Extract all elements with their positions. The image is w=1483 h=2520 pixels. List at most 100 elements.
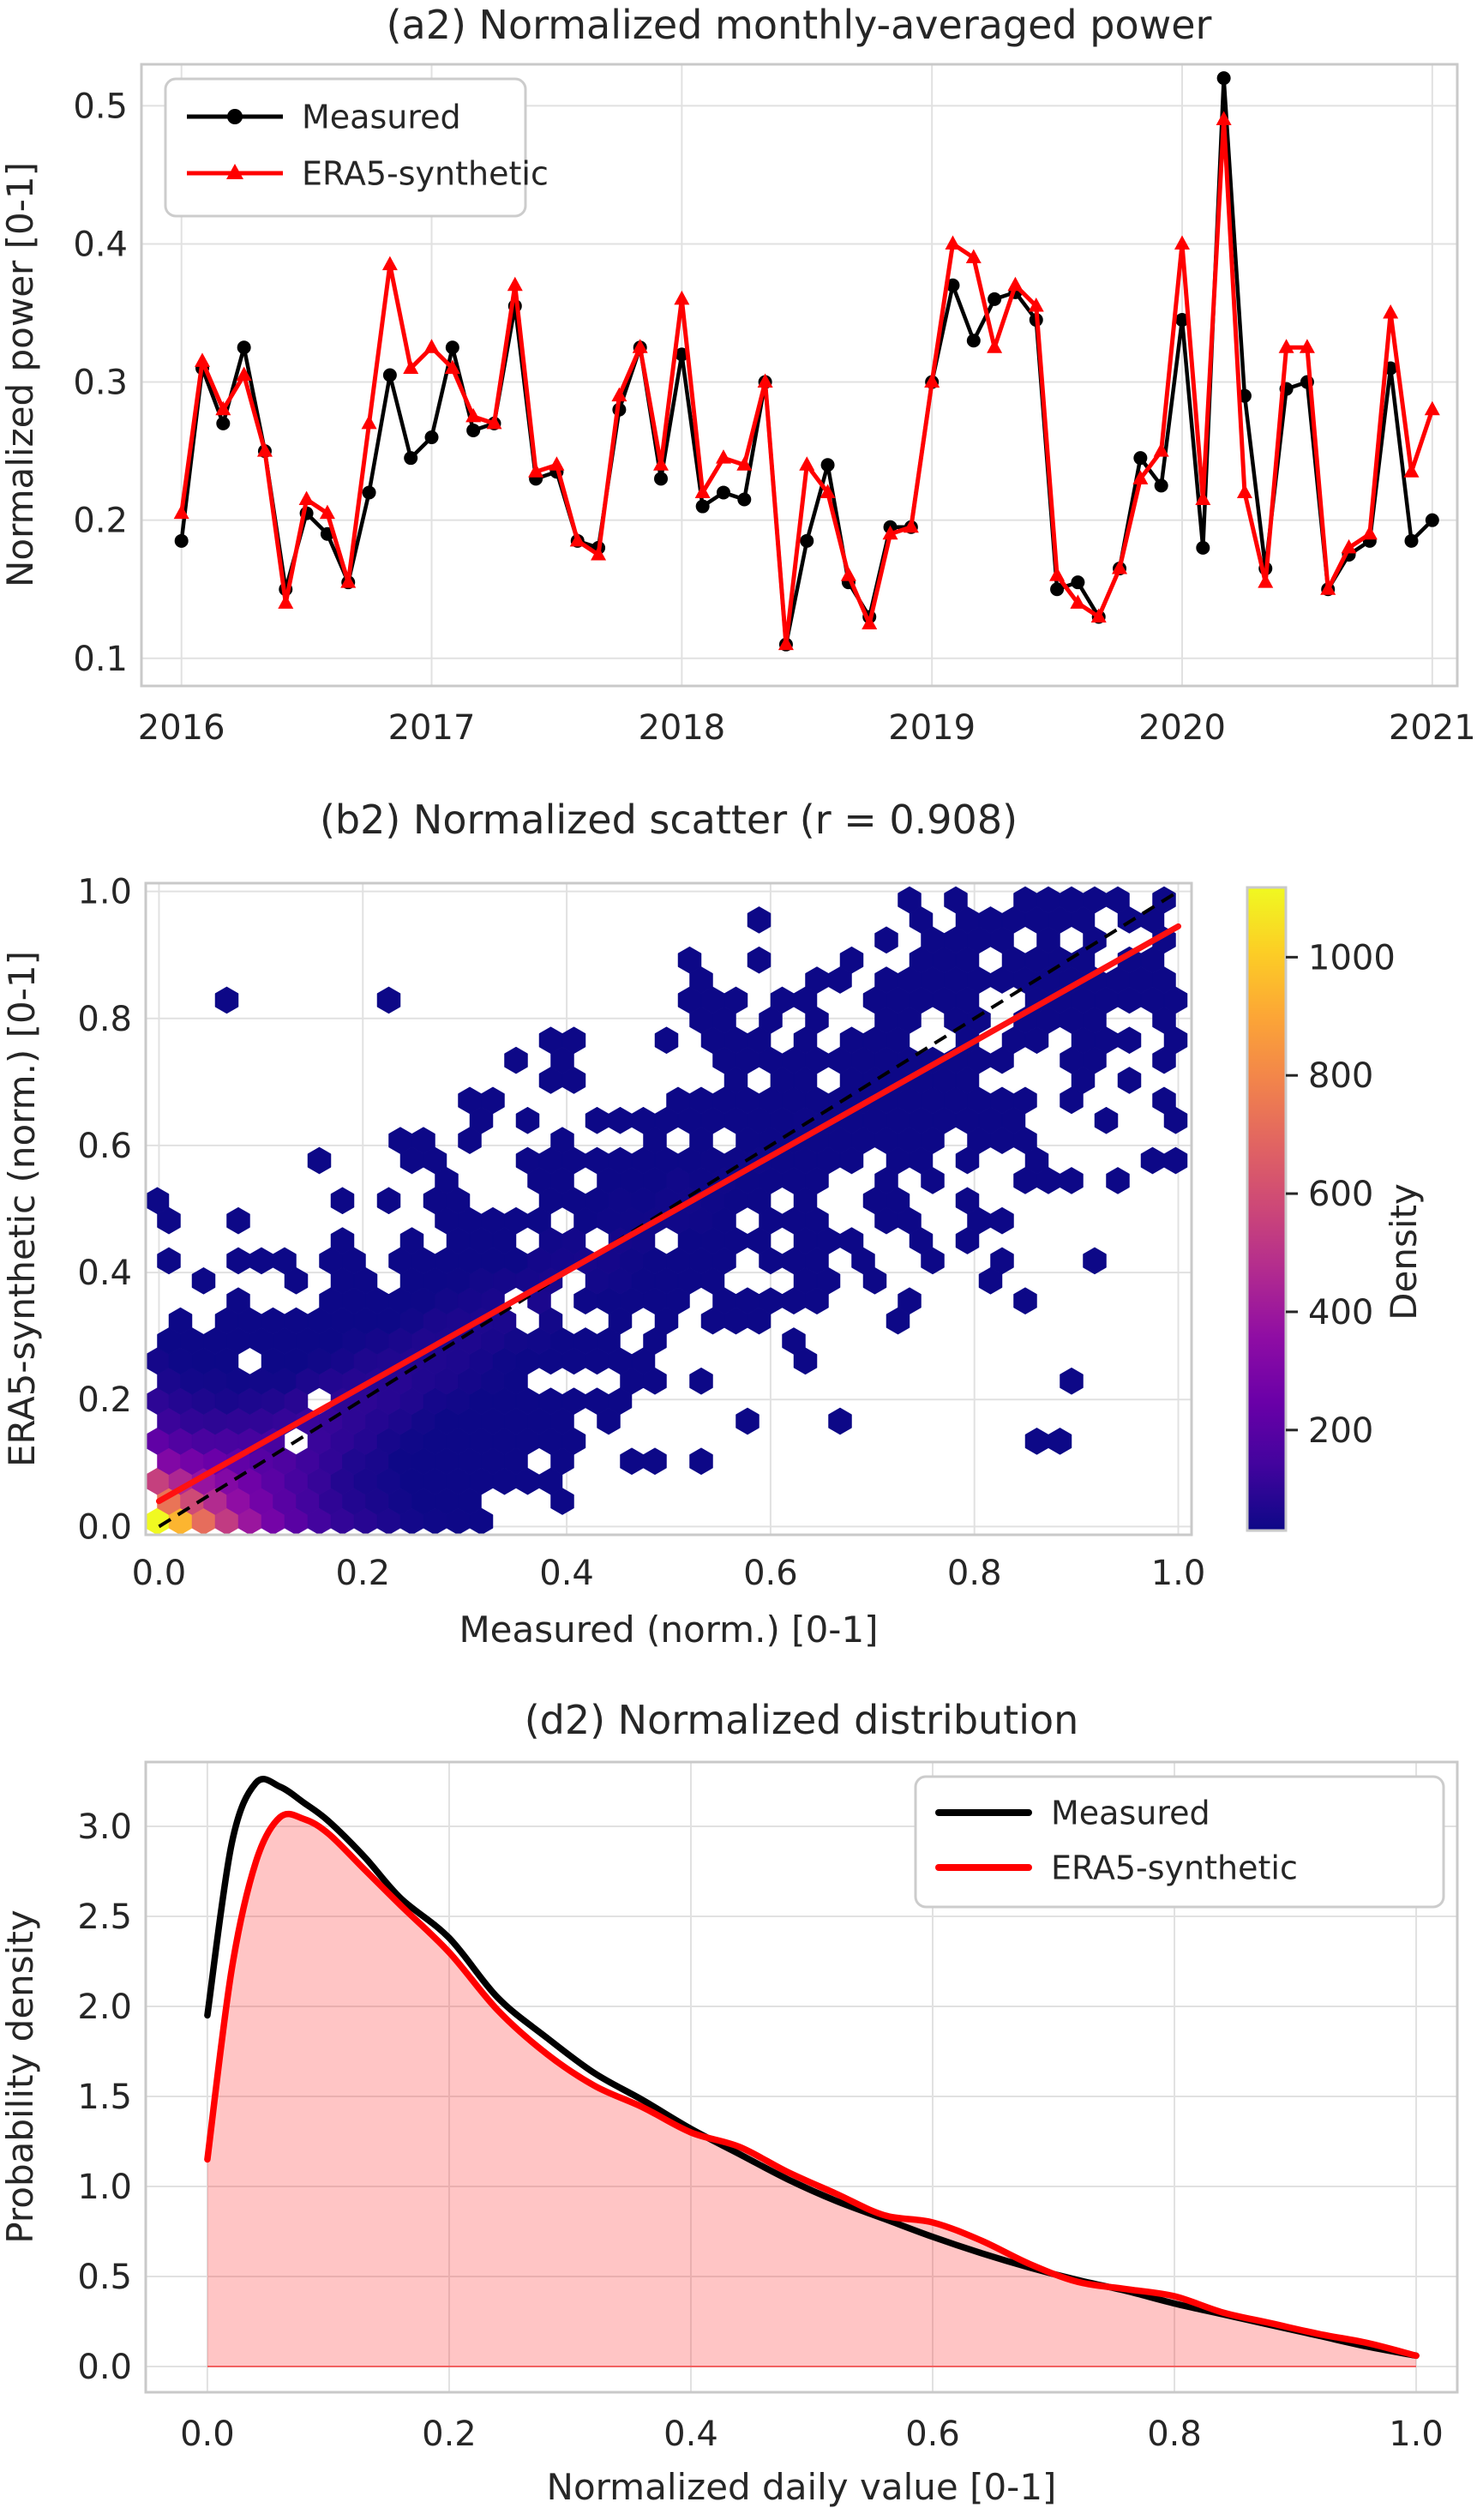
hexbin-cell bbox=[561, 1026, 586, 1055]
marker-circle bbox=[362, 485, 376, 500]
marker-circle bbox=[1196, 540, 1210, 555]
marker-circle bbox=[675, 347, 689, 362]
hexbin-cell bbox=[504, 1046, 528, 1074]
marker-triangle bbox=[486, 414, 502, 430]
x-tick-label: 0.2 bbox=[422, 2415, 477, 2454]
hexbin-cell bbox=[330, 1187, 355, 1215]
marker-triangle bbox=[340, 574, 357, 588]
marker-triangle bbox=[611, 387, 627, 402]
kde-curve-era5 bbox=[204, 1810, 1420, 2360]
hexbin-cell bbox=[828, 1407, 852, 1435]
a2-legend-marker-circle bbox=[227, 109, 243, 124]
x-tick-label: 0.0 bbox=[132, 1554, 187, 1593]
marker-triangle bbox=[1299, 339, 1315, 353]
marker-triangle bbox=[1090, 608, 1107, 622]
y-tick-label: 1.0 bbox=[77, 873, 132, 912]
hexbin-cell bbox=[191, 1266, 216, 1295]
hexbin-cell bbox=[1117, 1067, 1142, 1094]
d2-plot-area bbox=[204, 1776, 1420, 2367]
marker-circle bbox=[820, 458, 835, 472]
marker-circle bbox=[695, 499, 710, 514]
b2-colorbar: 200 400 600 800 1000 bbox=[1246, 886, 1396, 1532]
colorbar-tick-label: 400 bbox=[1308, 1293, 1373, 1332]
y-tick-label: 0.3 bbox=[73, 364, 128, 403]
marker-circle bbox=[404, 451, 418, 466]
x-tick-label: 0.4 bbox=[539, 1554, 594, 1593]
colorbar-tick-label: 1000 bbox=[1308, 938, 1396, 977]
marker-triangle bbox=[799, 456, 815, 471]
panel-d2: (d2) Normalized distribution Normalized … bbox=[0, 1681, 1483, 2520]
hexbin-cell bbox=[1048, 1428, 1072, 1455]
a2-axes bbox=[140, 63, 1459, 688]
marker-circle bbox=[800, 533, 814, 548]
y-tick-label: 0.6 bbox=[77, 1127, 132, 1166]
marker-triangle bbox=[569, 532, 585, 547]
hexbin-cell bbox=[944, 886, 968, 914]
y-tick-label: 0.4 bbox=[77, 1254, 132, 1293]
hexbin-cell bbox=[307, 1146, 332, 1175]
d2-title: (d2) Normalized distribution bbox=[525, 1697, 1079, 1743]
hexbin-cell bbox=[1106, 1167, 1130, 1194]
marker-triangle bbox=[1216, 111, 1232, 125]
marker-triangle bbox=[361, 414, 377, 430]
x-tick-label: 2018 bbox=[638, 708, 725, 748]
x-tick-label: 0.0 bbox=[180, 2415, 235, 2454]
b2-axes bbox=[144, 881, 1193, 1537]
marker-circle bbox=[737, 492, 752, 507]
marker-triangle bbox=[591, 545, 607, 561]
axes-spines bbox=[144, 881, 1193, 1537]
marker-triangle bbox=[965, 249, 982, 264]
d2-x-axis-label: Normalized daily value [0-1] bbox=[547, 2466, 1057, 2508]
chart-b2-hexbin-plot: (b2) Normalized scatter (r = 0.908) Meas… bbox=[1, 797, 1425, 1651]
axes-spines bbox=[140, 63, 1459, 688]
marker-triangle bbox=[444, 359, 460, 374]
hexbin-cell bbox=[1024, 1428, 1049, 1455]
colorbar-tick-label: 800 bbox=[1308, 1056, 1373, 1096]
marker-triangle bbox=[1028, 297, 1044, 312]
hexbin-cell bbox=[990, 1247, 1014, 1275]
y-tick-label: 0.0 bbox=[77, 1507, 132, 1547]
y-tick-label: 0.0 bbox=[77, 2348, 132, 2387]
x-tick-label: 2019 bbox=[888, 708, 976, 748]
marker-triangle bbox=[840, 567, 856, 581]
x-tick-label: 0.6 bbox=[905, 2415, 960, 2454]
hexbin-cell bbox=[1152, 1086, 1176, 1115]
marker-circle bbox=[382, 368, 397, 382]
b2-colorbar-label: Density bbox=[1383, 1183, 1425, 1320]
marker-triangle bbox=[1424, 400, 1440, 416]
a2-title: (a2) Normalized monthly-averaged power bbox=[387, 2, 1212, 48]
marker-triangle bbox=[632, 339, 648, 353]
marker-triangle bbox=[757, 373, 773, 388]
hexbin-cell bbox=[1060, 1367, 1084, 1395]
y-tick-label: 2.0 bbox=[77, 1988, 132, 2027]
hexbin-cell bbox=[330, 1227, 355, 1254]
marker-triangle bbox=[1361, 525, 1378, 540]
marker-triangle bbox=[1132, 470, 1149, 484]
marker-triangle bbox=[1195, 490, 1211, 505]
hexbin-cell bbox=[677, 946, 702, 974]
kde-fill-era5 bbox=[207, 1813, 1417, 2367]
hexbin-cell bbox=[643, 1447, 667, 1476]
hexbin-cell bbox=[1140, 1146, 1165, 1175]
colorbar-tick-label: 200 bbox=[1308, 1411, 1373, 1451]
hexbin-cell bbox=[654, 1026, 679, 1055]
d2-y-axis-label: Probability density bbox=[0, 1910, 41, 2243]
hexbin-cell bbox=[620, 1447, 644, 1476]
hexbin-cell bbox=[689, 1447, 713, 1476]
hexbin-cell bbox=[399, 1227, 424, 1254]
a2-legend-marker-triangle bbox=[226, 164, 243, 179]
d2-legend: Measured ERA5-synthetic bbox=[914, 1775, 1445, 1909]
axes-spines bbox=[144, 1760, 1459, 2394]
y-tick-label: 2.5 bbox=[77, 1898, 132, 1937]
marker-triangle bbox=[778, 635, 794, 651]
hexbin-cell bbox=[168, 1307, 193, 1335]
y-tick-label: 0.4 bbox=[73, 225, 128, 264]
marker-triangle bbox=[1236, 484, 1252, 498]
b2-hexbin-cells bbox=[145, 886, 1188, 1536]
hexbin-cell bbox=[481, 1086, 505, 1115]
marker-triangle bbox=[945, 235, 961, 250]
marker-triangle bbox=[882, 525, 898, 540]
hexbin-cell bbox=[226, 1287, 250, 1315]
d2-legend-label: Measured bbox=[1051, 1794, 1210, 1831]
